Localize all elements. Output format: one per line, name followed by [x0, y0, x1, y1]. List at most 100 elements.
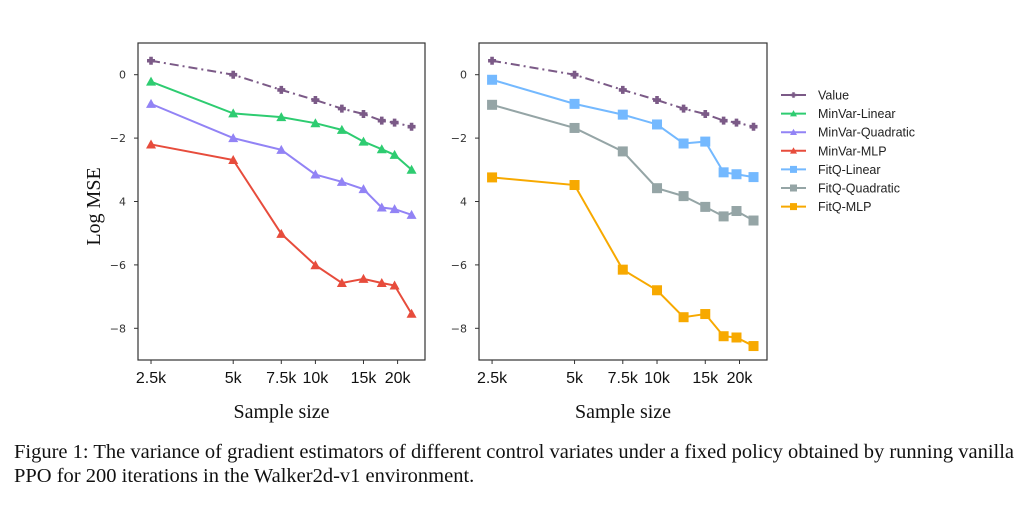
data-point-triangle	[228, 154, 239, 164]
y-tick-label: 4	[119, 196, 126, 209]
data-point-square	[748, 215, 759, 226]
y-tick-label: 0	[460, 69, 467, 82]
data-point-plus	[359, 110, 368, 119]
data-point-square	[569, 180, 580, 191]
data-point-plus	[277, 85, 286, 94]
data-point-triangle	[389, 149, 400, 159]
data-point-triangle	[358, 273, 369, 283]
data-point-plus	[679, 104, 688, 113]
y-tick-label: 4	[460, 196, 467, 209]
data-point-square	[678, 191, 689, 202]
data-point-square	[487, 99, 498, 110]
legend-item: MinVar-Linear	[781, 107, 896, 121]
data-point-triangle	[276, 144, 287, 154]
data-point-square	[617, 146, 628, 157]
data-point-plus	[653, 96, 662, 105]
data-point-triangle	[276, 112, 287, 122]
legend-label: FitQ-Quadratic	[818, 182, 900, 196]
x-tick-label: 7.5k	[266, 370, 297, 387]
data-point-triangle	[406, 209, 417, 219]
chart-2: 0 −2 4 −6 −8 2.5k 5k 7.5k 10k 15k 20k Sample size Va…	[451, 42, 915, 423]
series-minvar-mlp	[146, 139, 417, 318]
data-point-square	[731, 206, 742, 217]
x-tick-label: 15k	[351, 370, 378, 387]
legend-label: MinVar-MLP	[818, 144, 887, 158]
series-line	[491, 176, 754, 347]
data-point-triangle	[310, 169, 321, 179]
data-point-plus	[732, 118, 741, 127]
data-point-square	[790, 203, 797, 211]
series-value	[147, 56, 416, 131]
legend-item: MinVar-Quadratic	[781, 126, 915, 140]
data-point-triangle	[376, 144, 387, 154]
y-tick-label: 0	[119, 69, 126, 82]
data-point-square	[718, 167, 729, 178]
figure-caption: Figure 1: The variance of gradient estim…	[14, 441, 1015, 487]
data-point-square	[790, 184, 797, 192]
x-tick-label: 7.5k	[608, 370, 639, 387]
y-tick-label: −2	[110, 132, 126, 145]
data-point-triangle	[310, 118, 321, 128]
data-point-plus	[790, 92, 797, 98]
data-point-square	[700, 309, 711, 320]
series-value	[488, 56, 758, 131]
data-point-plus	[147, 56, 156, 65]
data-point-square	[748, 172, 759, 183]
legend-item: FitQ-Quadratic	[781, 182, 900, 196]
data-point-triangle	[336, 176, 347, 186]
data-point-square	[718, 211, 729, 222]
data-point-triangle	[336, 124, 347, 134]
x-axis-label: Sample size	[233, 401, 329, 423]
legend-item: FitQ-Linear	[781, 163, 881, 177]
data-point-square	[569, 122, 580, 133]
data-point-square	[731, 169, 742, 180]
data-point-square	[569, 98, 580, 109]
data-point-triangle	[358, 136, 369, 146]
data-point-triangle	[358, 184, 369, 194]
series-minvar-linear	[146, 76, 417, 174]
data-point-square	[617, 109, 628, 120]
series-line	[150, 80, 413, 171]
legend-item: FitQ-MLP	[781, 200, 871, 214]
y-tick-label: −6	[110, 259, 126, 272]
legend-item: Value	[781, 89, 849, 103]
series-fitq-linear	[487, 74, 759, 183]
series-fitq-quadratic	[487, 99, 759, 226]
legend-label: FitQ-Linear	[818, 163, 881, 177]
data-point-plus	[390, 118, 399, 127]
data-point-plus	[311, 96, 320, 105]
data-point-triangle	[790, 110, 797, 117]
data-point-square	[700, 136, 711, 147]
series-fitq-mlp	[487, 172, 759, 352]
data-point-square	[678, 312, 689, 323]
data-point-plus	[749, 122, 758, 131]
data-point-plus	[377, 116, 386, 125]
series-line	[491, 103, 755, 222]
series-minvar-quadratic	[146, 98, 417, 219]
x-tick-label: 10k	[303, 370, 330, 387]
series-line	[491, 78, 754, 179]
y-tick-label: −8	[451, 322, 467, 335]
data-point-plus	[337, 104, 346, 113]
y-axis-label: Log MSE	[83, 167, 105, 245]
data-point-triangle	[146, 139, 157, 149]
data-point-square	[487, 172, 498, 183]
data-point-square	[790, 165, 797, 173]
data-point-triangle	[406, 164, 417, 174]
data-point-square	[617, 264, 628, 275]
data-point-triangle	[336, 277, 347, 287]
data-point-triangle	[406, 308, 417, 318]
data-point-triangle	[146, 76, 157, 86]
legend-label: Value	[818, 89, 849, 103]
data-point-square	[652, 119, 663, 130]
data-point-plus	[701, 110, 710, 119]
legend-item: MinVar-MLP	[781, 144, 887, 158]
x-tick-label: 2.5k	[136, 370, 167, 387]
data-point-triangle	[146, 98, 157, 108]
data-point-square	[731, 332, 742, 343]
data-point-triangle	[389, 204, 400, 214]
data-point-square	[718, 331, 729, 342]
legend-label: FitQ-MLP	[818, 200, 871, 214]
data-point-triangle	[376, 202, 387, 212]
